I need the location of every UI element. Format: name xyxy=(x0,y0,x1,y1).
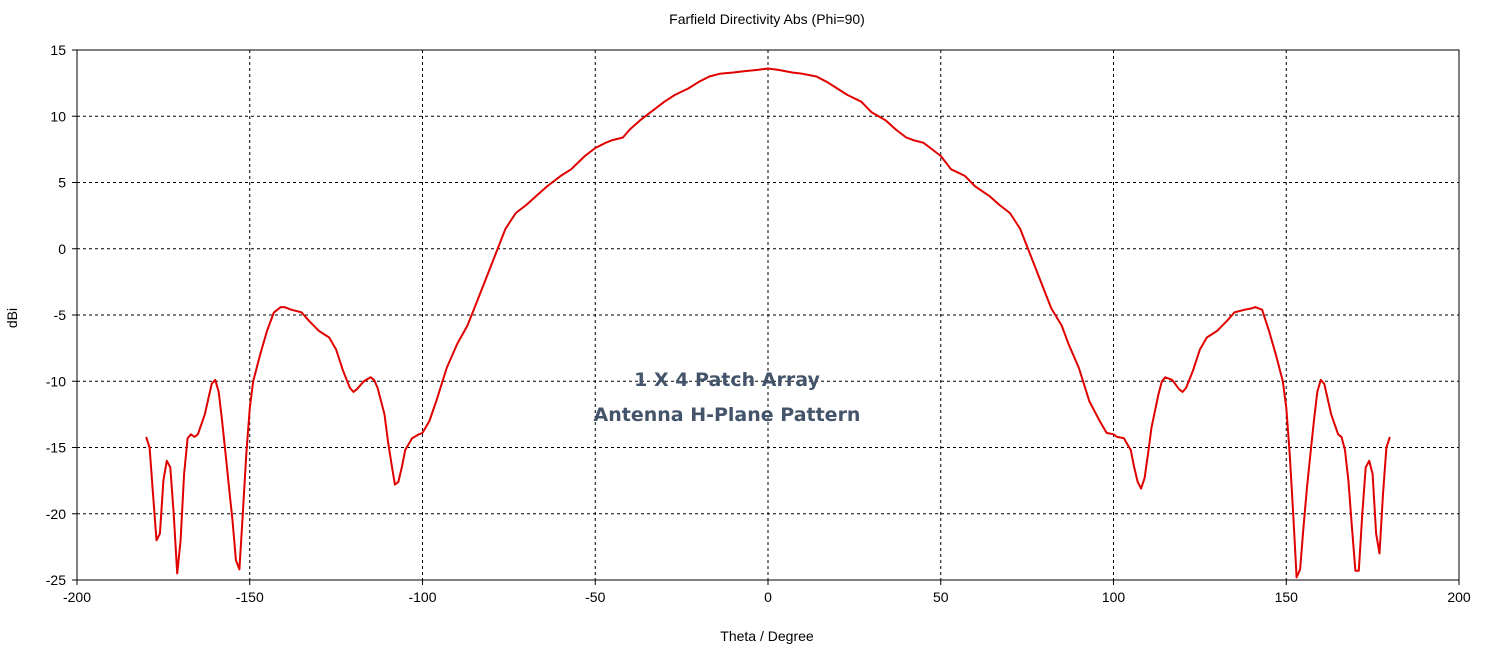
axis-ticks xyxy=(72,49,1460,585)
y-tick-label: -5 xyxy=(54,307,67,323)
y-tick-label: 5 xyxy=(58,175,66,191)
y-axis-label: dBi xyxy=(4,308,20,328)
x-tick-label: 0 xyxy=(764,589,772,605)
x-axis-label: Theta / Degree xyxy=(720,628,814,644)
annotation-line-2: Antenna H-Plane Pattern xyxy=(594,404,861,426)
x-tick-label: -200 xyxy=(63,589,91,605)
x-tick-label: 200 xyxy=(1447,589,1471,605)
x-tick-label: 50 xyxy=(933,589,949,605)
annotation-line-1: 1 X 4 Patch Array xyxy=(634,369,820,391)
x-tick-label: -50 xyxy=(585,589,605,605)
y-tick-labels: -25 -20 -15 -10 -5 0 5 10 15 xyxy=(46,42,66,588)
y-tick-label: 0 xyxy=(58,241,66,257)
y-tick-label: -15 xyxy=(46,440,66,456)
x-tick-label: 150 xyxy=(1275,589,1299,605)
x-tick-labels: -200 -150 -100 -50 0 50 100 150 200 xyxy=(63,589,1471,605)
x-tick-label: 100 xyxy=(1102,589,1126,605)
y-tick-label: -10 xyxy=(46,373,66,389)
x-tick-label: -150 xyxy=(236,589,264,605)
chart-title: Farfield Directivity Abs (Phi=90) xyxy=(669,11,865,27)
y-tick-label: 10 xyxy=(50,108,66,124)
grid-lines xyxy=(77,50,1459,580)
x-tick-label: -100 xyxy=(408,589,436,605)
y-tick-label: -20 xyxy=(46,506,66,522)
y-tick-label: 15 xyxy=(50,42,66,58)
directivity-series-line xyxy=(145,67,1391,579)
y-tick-label: -25 xyxy=(46,572,66,588)
series-layer xyxy=(145,67,1391,579)
